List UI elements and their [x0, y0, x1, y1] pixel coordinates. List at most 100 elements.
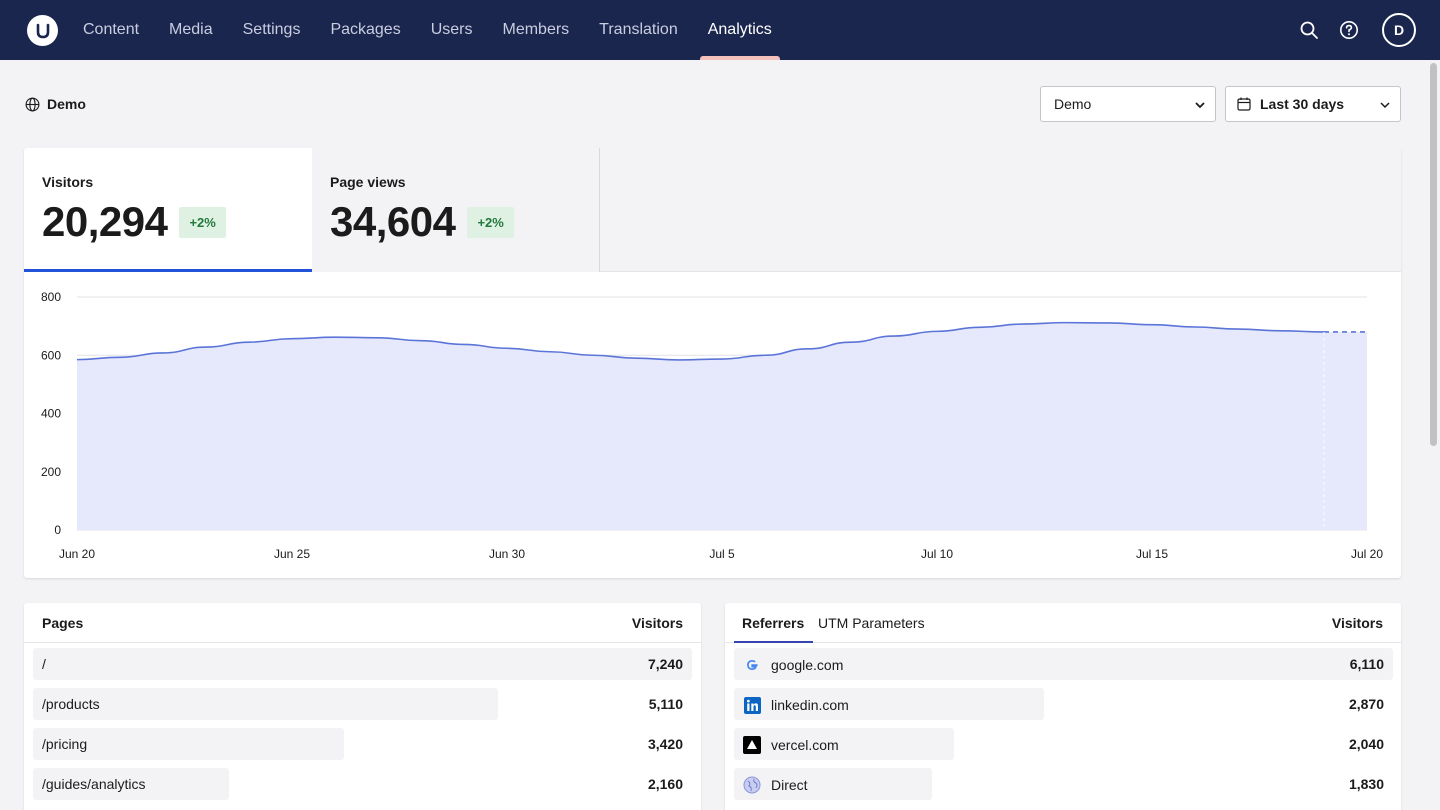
top-icons: D	[1298, 0, 1440, 60]
top-navigation: Content Media Settings Packages Users Me…	[0, 0, 1440, 60]
user-avatar[interactable]: D	[1382, 13, 1416, 47]
visitors-kpi-value: 20,294	[42, 198, 168, 245]
row-value: 5,110	[648, 696, 683, 712]
visitors-chart-card: Visitors 20,294 +2% Page views 34,604 +2…	[24, 148, 1401, 578]
row-value: 2,870	[1348, 696, 1384, 712]
referrer-row[interactable]: google.com 6,110	[734, 648, 1393, 680]
page-row[interactable]: /products 5,110	[33, 688, 692, 720]
nav-item-analytics[interactable]: Analytics	[693, 0, 787, 60]
referrers-table-header: Referrers UTM Parameters Visitors	[725, 603, 1401, 643]
chevron-down-icon	[1380, 102, 1390, 109]
page-scrollbar[interactable]	[1427, 60, 1440, 810]
nav-item-translation[interactable]: Translation	[599, 21, 678, 38]
row-value: 6,110	[1349, 656, 1384, 672]
page-row[interactable]: /pricing 3,420	[33, 728, 692, 760]
row-label-text: Direct	[771, 777, 808, 793]
visitors-kpi-label: Visitors	[42, 174, 94, 190]
pages-table: Pages Visitors / 7,240/products 5,110/pric…	[24, 603, 701, 810]
row-label-text: google.com	[771, 657, 844, 673]
nav-item-users[interactable]: Users	[430, 21, 473, 38]
x-tick-label: Jun 20	[59, 547, 95, 561]
share-bar	[734, 688, 1044, 720]
row-label-text: linkedin.com	[771, 697, 849, 713]
visitors-change-badge: +2%	[179, 206, 226, 238]
date-range-value: Last 30 days	[1260, 96, 1345, 112]
umbraco-logo-icon[interactable]	[27, 15, 58, 46]
tab-referrers[interactable]: Referrers	[733, 615, 814, 643]
chevron-down-icon	[1195, 102, 1205, 109]
site-select[interactable]: Demo	[1040, 86, 1216, 122]
vercel-icon	[743, 736, 761, 754]
series-area	[77, 322, 1367, 530]
share-bar	[734, 648, 1393, 680]
share-bar	[734, 728, 954, 760]
page-row[interactable]: / 7,240	[33, 648, 692, 680]
pageviews-kpi-tab[interactable]: Page views 34,604 +2%	[312, 148, 600, 272]
x-tick-label: Jun 30	[489, 547, 525, 561]
pageviews-change-badge: +2%	[467, 206, 514, 238]
pageviews-kpi-label: Page views	[330, 174, 406, 190]
visitors-line-chart: 0 200 400 600 800 Jun 20 Jun 25 Jun 30 Jul 5 Jul …	[41, 290, 1383, 561]
series-line	[76, 321, 1325, 361]
row-label-text: vercel.com	[771, 737, 839, 753]
globe-icon	[25, 97, 40, 111]
row-label: /products	[42, 696, 100, 712]
row-label: linkedin.com	[743, 696, 849, 714]
nav-item-packages[interactable]: Packages	[330, 21, 401, 38]
search-icon[interactable]	[1298, 19, 1320, 41]
pages-table-header: Pages Visitors	[24, 603, 701, 643]
x-tick-label: Jul 20	[1351, 547, 1383, 561]
row-label: /guides/analytics	[42, 776, 146, 792]
referrer-row[interactable]: linkedin.com 2,870	[734, 688, 1393, 720]
referrer-row[interactable]: Direct 1,830	[734, 768, 1393, 800]
nav-item-settings[interactable]: Settings	[242, 21, 301, 38]
row-label: vercel.com	[743, 736, 839, 754]
x-tick-label: Jul 5	[709, 547, 735, 561]
referrers-header-visitors: Visitors	[1331, 615, 1383, 631]
row-value: 3,420	[647, 736, 683, 752]
y-tick-label: 600	[41, 348, 61, 362]
site-title-text: Demo	[47, 96, 86, 112]
nav-item-content[interactable]: Content	[83, 21, 140, 38]
row-label: /	[42, 656, 46, 672]
row-value: 2,040	[1348, 736, 1384, 752]
share-bar	[33, 648, 692, 680]
share-bar	[33, 728, 344, 760]
row-label-text: /	[42, 656, 46, 672]
y-tick-label: 400	[41, 407, 61, 421]
y-tick-label: 200	[41, 465, 61, 479]
row-value: 1,830	[1348, 776, 1384, 792]
site-title: Demo	[25, 96, 86, 112]
kpi-filler	[600, 148, 1401, 271]
nav-item-members[interactable]: Members	[502, 21, 570, 38]
pages-header-visitors: Visitors	[631, 615, 683, 631]
row-value: 7,240	[647, 656, 683, 672]
help-icon[interactable]	[1338, 19, 1360, 41]
share-bar	[734, 768, 932, 800]
y-tick-label: 800	[41, 290, 61, 304]
pages-header-label: Pages	[42, 615, 84, 631]
row-label-text: /guides/analytics	[42, 776, 146, 792]
google-icon	[743, 656, 761, 674]
referrers-table: Referrers UTM Parameters Visitors google…	[725, 603, 1401, 810]
scrollbar-thumb[interactable]	[1430, 63, 1437, 446]
tab-utm-parameters[interactable]: UTM Parameters	[818, 615, 925, 631]
referrer-row[interactable]: vercel.com 2,040	[734, 728, 1393, 760]
row-value: 2,160	[647, 776, 683, 792]
date-range-select[interactable]: Last 30 days	[1225, 86, 1401, 122]
site-select-value: Demo	[1054, 96, 1092, 112]
row-label-text: /pricing	[42, 736, 88, 752]
linkedin-icon	[743, 696, 761, 714]
pageviews-kpi-value: 34,604	[330, 198, 456, 245]
x-tick-label: Jul 10	[921, 547, 953, 561]
row-label: google.com	[743, 656, 843, 674]
x-tick-label: Jun 25	[274, 547, 310, 561]
main-nav: Content Media Settings Packages Users Me…	[68, 0, 787, 60]
nav-item-media[interactable]: Media	[169, 21, 213, 38]
page-row[interactable]: /guides/analytics 2,160	[33, 768, 692, 800]
row-label: /pricing	[42, 736, 87, 752]
kpi-row: Visitors 20,294 +2% Page views 34,604 +2…	[24, 148, 1401, 272]
share-bar	[33, 688, 498, 720]
row-label-text: /products	[42, 696, 100, 712]
visitors-kpi-tab[interactable]: Visitors 20,294 +2%	[24, 148, 312, 272]
